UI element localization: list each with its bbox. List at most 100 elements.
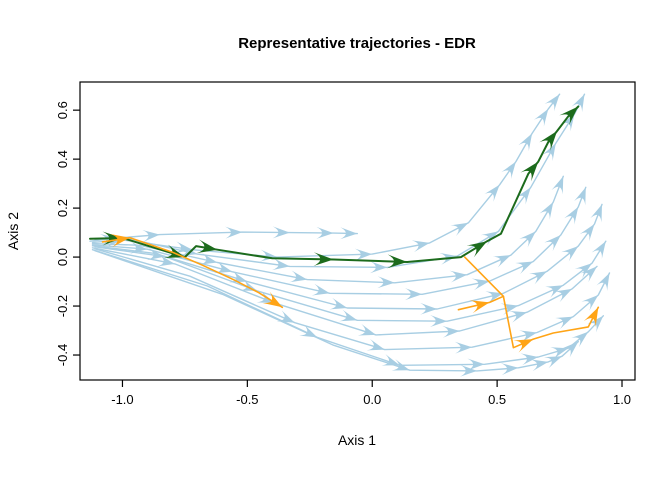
trajectory-3-arrowhead-icon xyxy=(272,258,290,271)
trajectory-9-arrowhead-icon xyxy=(581,295,599,311)
trajectory-2-arrowhead-icon xyxy=(484,184,500,202)
trajectory-6-arrowhead-icon xyxy=(420,302,438,315)
trajectory-2-arrowhead-icon xyxy=(544,94,560,112)
trajectory-10-arrowhead-icon xyxy=(299,324,318,338)
trajectory-9-arrowhead-icon xyxy=(366,338,385,351)
trajectory-1-arrowhead-icon xyxy=(99,234,118,246)
trajectory-1-arrowhead-icon xyxy=(272,226,290,239)
trajectory-10-arrowhead-icon xyxy=(587,315,604,333)
x-tick-label: -0.5 xyxy=(236,392,258,407)
highlight-orange-2-arrowhead-icon xyxy=(583,307,599,328)
trajectory-6-arrowhead-icon xyxy=(590,204,602,223)
trajectory-10-arrowhead-icon xyxy=(381,354,400,366)
trajectory-2-arrowhead-icon xyxy=(533,108,549,127)
trajectory-2-path xyxy=(91,93,561,258)
highlight-green-arrowhead-icon xyxy=(313,252,334,267)
plot-content: -1.0 -0.5 0.0 0.5 1.0 -0.4 -0.2 0.0 0.2 0.4 0.6 xyxy=(55,81,636,407)
trajectory-4-arrowhead-icon xyxy=(449,270,468,283)
highlight-green-path xyxy=(89,105,580,263)
trajectory-11-arrowhead-icon xyxy=(561,341,579,358)
trajectory-1-arrowhead-icon xyxy=(316,226,334,239)
trajectory-7-path xyxy=(94,240,607,322)
x-tick-label: 0.5 xyxy=(488,392,506,407)
trajectory-2-arrowhead-icon xyxy=(259,249,278,262)
x-tick-label: 0.0 xyxy=(363,392,381,407)
highlight-green-arrowhead-icon xyxy=(539,131,558,151)
trajectory-6-arrowhead-icon xyxy=(229,270,248,283)
trajectory-2-arrowhead-icon xyxy=(450,222,469,236)
trajectory-8-arrowhead-icon xyxy=(554,288,573,303)
trajectory-4-arrowhead-icon xyxy=(377,276,395,289)
trajectory-8-arrowhead-icon xyxy=(357,324,376,336)
trajectory-5-arrowhead-icon xyxy=(564,206,579,225)
trajectory-5-arrowhead-icon xyxy=(214,261,233,274)
y-tick-label: -0.4 xyxy=(55,344,70,366)
trajectory-3-arrowhead-icon xyxy=(515,187,531,205)
highlight-orange-2-arrowhead-icon xyxy=(513,339,534,353)
trajectory-9-arrowhead-icon xyxy=(276,310,295,323)
trajectory-11-arrowhead-icon xyxy=(459,364,478,377)
plot-box xyxy=(79,81,636,381)
highlight-green-arrowhead-icon xyxy=(559,106,579,126)
trajectory-9-arrowhead-icon xyxy=(519,330,538,343)
trajectory-4-arrowhead-icon xyxy=(199,252,218,265)
trajectory-7-arrowhead-icon xyxy=(574,263,592,279)
trajectory-9-arrowhead-icon xyxy=(555,316,574,329)
trajectory-5-arrowhead-icon xyxy=(471,278,490,291)
x-tick-label: 1.0 xyxy=(613,392,631,407)
trajectory-5-arrowhead-icon xyxy=(405,288,423,301)
trajectory-8-arrowhead-icon xyxy=(442,325,460,338)
trajectory-4-arrowhead-icon xyxy=(539,202,554,220)
trajectory-5-arrowhead-icon xyxy=(544,235,561,252)
y-tick-label: 0.2 xyxy=(55,199,70,217)
trajectory-7-arrowhead-icon xyxy=(591,241,606,259)
y-axis-title: Axis 2 xyxy=(5,212,21,250)
trajectory-5-path xyxy=(91,186,587,295)
trajectory-2-arrowhead-icon xyxy=(104,235,123,248)
trajectory-2-arrowhead-icon xyxy=(518,133,533,152)
trajectory-10-arrowhead-icon xyxy=(467,358,485,371)
trajectory-5-arrowhead-icon xyxy=(129,241,148,254)
trajectory-5-arrowhead-icon xyxy=(515,261,534,274)
trajectory-8-arrowhead-icon xyxy=(580,266,597,283)
highlight-green-arrowhead-icon xyxy=(196,239,218,254)
trajectory-2-arrowhead-icon xyxy=(411,240,430,253)
chart-title: Representative trajectories - EDR xyxy=(238,35,476,52)
trajectory-6-arrowhead-icon xyxy=(579,224,595,242)
trajectory-7-arrowhead-icon xyxy=(430,315,448,328)
trajectory-3-arrowhead-icon xyxy=(179,244,198,257)
trajectory-3-arrowhead-icon xyxy=(370,261,388,274)
trajectory-4-arrowhead-icon xyxy=(289,270,308,283)
highlight-green-arrowhead-icon xyxy=(466,241,488,258)
trajectory-8-arrowhead-icon xyxy=(509,311,528,323)
trajectory-6-arrowhead-icon xyxy=(561,246,579,262)
trajectory-9-arrowhead-icon xyxy=(454,341,473,354)
trajectory-2-arrowhead-icon xyxy=(501,161,516,180)
trajectory-7-arrowhead-icon xyxy=(339,309,358,322)
y-tick-label: 0.6 xyxy=(55,101,70,119)
trajectory-3-arrowhead-icon xyxy=(480,231,499,246)
trajectory-9-arrowhead-icon xyxy=(596,273,610,291)
trajectory-11-arrowhead-icon xyxy=(500,363,519,376)
trajectory-8-arrowhead-icon xyxy=(156,254,175,267)
trajectory-2-arrowhead-icon xyxy=(354,248,373,261)
trajectory-5-arrowhead-icon xyxy=(574,187,586,206)
highlight-green-arrowhead-icon xyxy=(387,254,408,269)
x-tick-label: -1.0 xyxy=(111,392,133,407)
trajectory-11-arrowhead-icon xyxy=(391,359,410,371)
trajectory-10-arrowhead-icon xyxy=(520,353,539,366)
highlight-orange-3-arrowhead-icon xyxy=(469,300,490,314)
trajectory-5-arrowhead-icon xyxy=(311,283,330,296)
trajectory-3-arrowhead-icon xyxy=(542,143,556,162)
trajectory-6-path xyxy=(91,203,603,310)
highlight-orange-1-arrowhead-icon xyxy=(110,233,130,248)
trajectory-6-arrowhead-icon xyxy=(329,297,348,310)
trajectory-7-arrowhead-icon xyxy=(147,248,165,261)
highlight-orange-1-arrowhead-icon xyxy=(262,291,283,308)
y-tick-label: -0.2 xyxy=(55,295,70,317)
trajectory-1-arrowhead-icon xyxy=(225,226,243,239)
highlight-orange-1-path xyxy=(101,236,284,309)
trajectory-3-path xyxy=(94,93,586,269)
